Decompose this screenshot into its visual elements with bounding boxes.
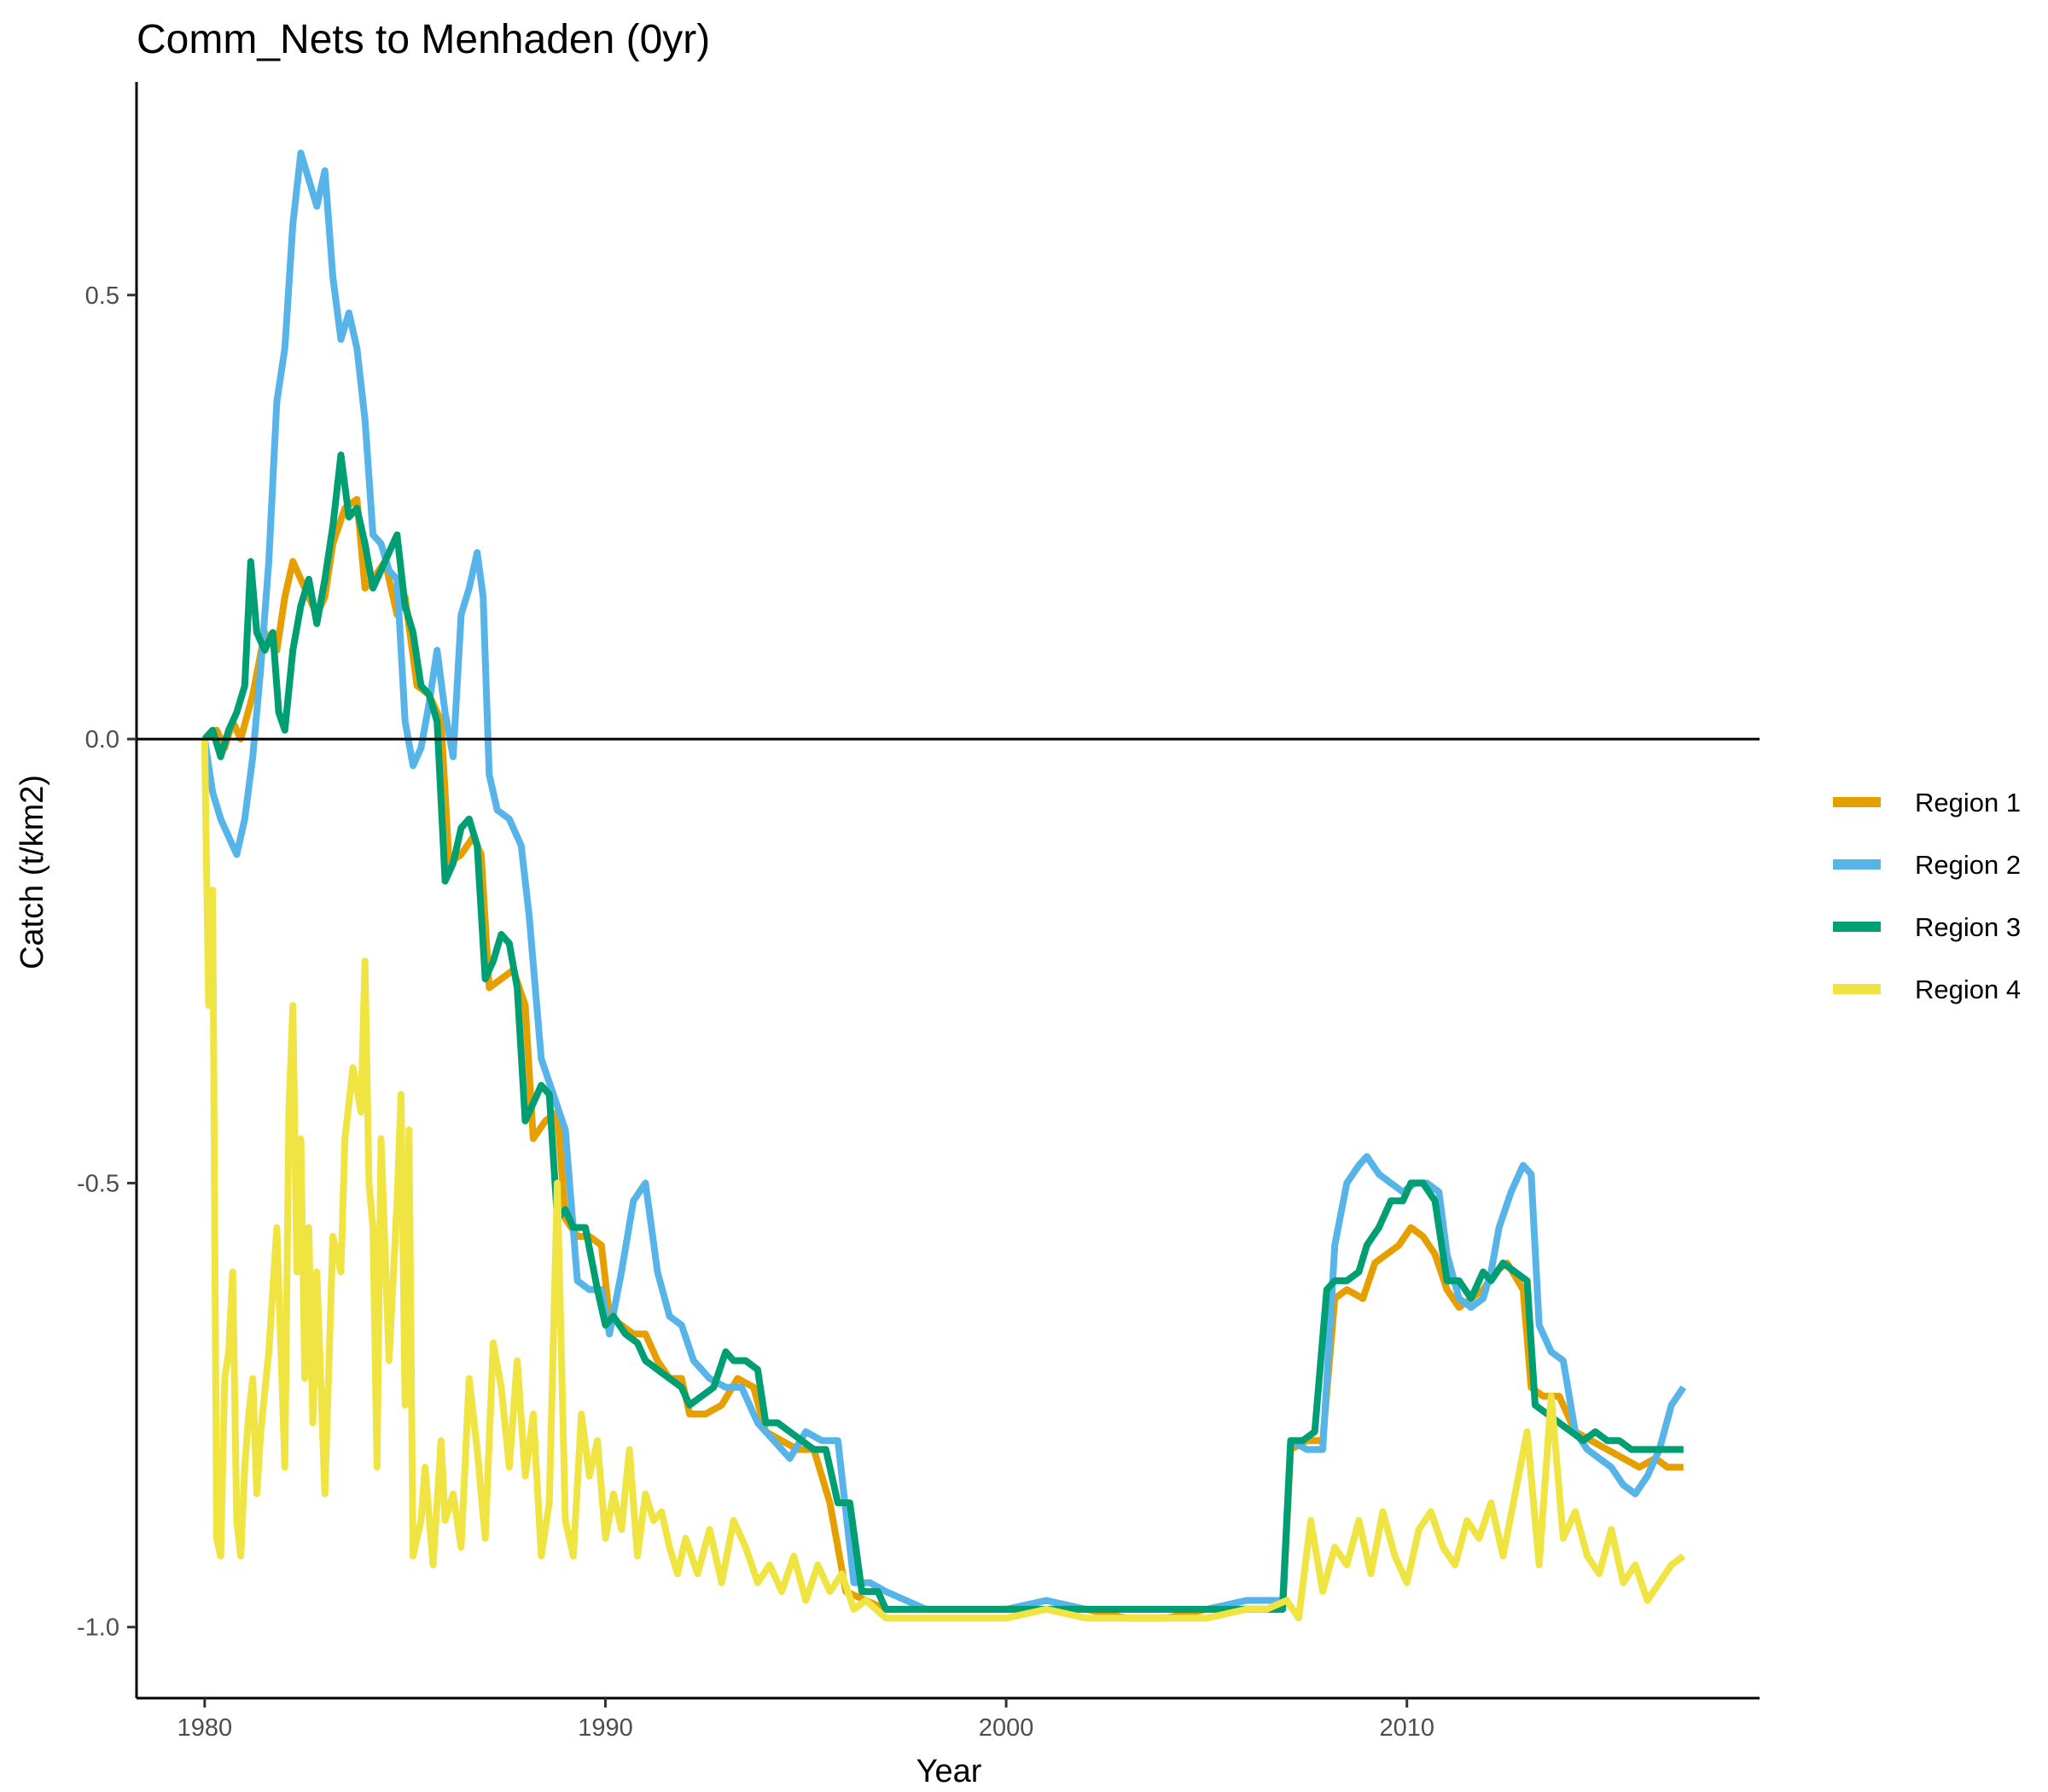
y-axis: -1.0 -0.5 0.0 0.5 (77, 282, 137, 1642)
legend-label-region-2: Region 2 (1915, 850, 2021, 880)
y-tick-label: 0.5 (85, 282, 119, 310)
legend-label-region-1: Region 1 (1915, 788, 2021, 817)
x-tick-label: 1990 (578, 1714, 633, 1742)
y-tick-label: -0.5 (77, 1170, 119, 1197)
legend: Region 1 Region 2 Region 3 Region 4 (1833, 788, 2021, 1004)
x-axis: 1980 1990 2000 2010 (177, 1698, 1434, 1742)
chart-title: Comm_Nets to Menhaden (0yr) (137, 17, 710, 62)
x-tick-label: 1980 (177, 1714, 233, 1742)
series-line-region-3 (201, 451, 1684, 1613)
legend-label-region-3: Region 3 (1915, 912, 2021, 942)
y-tick-label: -1.0 (77, 1615, 119, 1642)
series-line-region-4 (201, 739, 1686, 1622)
x-tick-label: 2000 (979, 1714, 1034, 1742)
y-axis-title: Catch (t/km2) (15, 775, 50, 969)
x-tick-label: 2010 (1379, 1714, 1434, 1742)
y-tick-label: 0.0 (85, 726, 119, 753)
legend-label-region-4: Region 4 (1915, 975, 2021, 1004)
plot-area (201, 149, 1687, 1622)
x-axis-title: Year (916, 1754, 982, 1789)
series-line-region-2 (201, 149, 1687, 1613)
series-line-region-1 (202, 496, 1684, 1622)
